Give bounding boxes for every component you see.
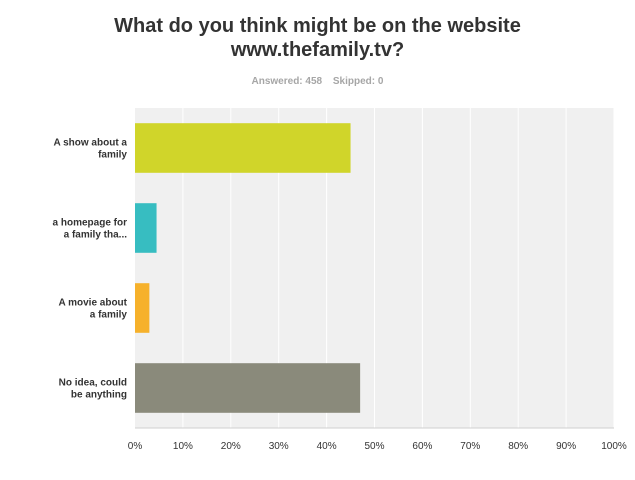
category-label: a homepage for a family tha... xyxy=(53,218,128,241)
x-tick-label: 60% xyxy=(412,441,432,452)
x-tick-label: 100% xyxy=(601,441,627,452)
category-label: No idea, could be anything xyxy=(59,378,127,401)
x-tick-label: 10% xyxy=(173,441,193,452)
x-tick-label: 40% xyxy=(317,441,337,452)
answered-count: Answered: 458 xyxy=(251,76,323,87)
category-label: A movie about a family xyxy=(58,298,127,321)
x-tick-label: 50% xyxy=(364,441,384,452)
x-tick-label: 30% xyxy=(269,441,289,452)
x-tick-label: 0% xyxy=(128,441,143,452)
response-stats: Answered: 458 Skipped: 0 xyxy=(0,76,635,87)
bar xyxy=(135,363,361,413)
category-labels: A show about a family a homepage for a fami… xyxy=(53,138,128,401)
skipped-count: Skipped: 0 xyxy=(332,76,384,87)
chart-title: What do you think might be on the websit… xyxy=(0,14,635,62)
title-line-1: What do you think might be on the websit… xyxy=(114,15,521,37)
bar xyxy=(135,203,157,253)
bars xyxy=(135,123,361,413)
bar xyxy=(135,123,351,173)
x-tick-label: 80% xyxy=(508,441,528,452)
category-label: A show about a family xyxy=(53,138,127,161)
x-tick-label: 70% xyxy=(460,441,480,452)
x-tick-label: 20% xyxy=(221,441,241,452)
x-tick-labels: 0% 10% 20% 30% 40% 50% 60% 70% 80% 90% 100% xyxy=(128,441,627,452)
title-line-2: www.thefamily.tv? xyxy=(230,39,405,61)
bar xyxy=(135,283,150,333)
x-tick-label: 90% xyxy=(556,441,576,452)
